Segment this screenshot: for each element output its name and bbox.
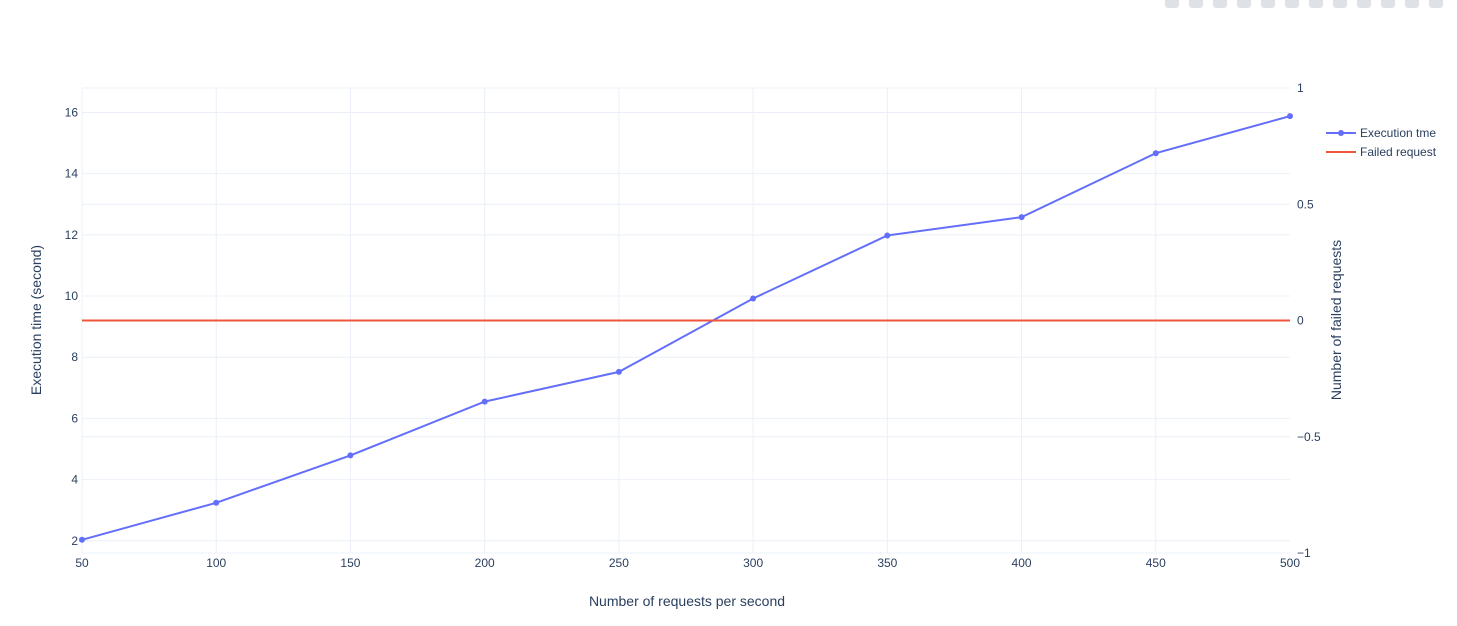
legend: Execution tme Failed request [1326, 126, 1437, 159]
zoom-out-icon[interactable] [1285, 0, 1299, 8]
hover-closest-icon[interactable] [1381, 0, 1395, 8]
axis-ticks: 50 100 150 200 250 300 350 400 450 50024681012141… [65, 81, 1321, 570]
data-point[interactable] [481, 398, 488, 405]
x-tick-label: 100 [206, 556, 226, 570]
data-point[interactable] [79, 536, 85, 543]
data-point[interactable] [1287, 113, 1293, 120]
legend-item-failed-request[interactable]: Failed request [1326, 145, 1437, 159]
data-point[interactable] [347, 452, 354, 459]
y2-axis-title: Number of failed requests [1328, 240, 1344, 400]
x-tick-label: 450 [1146, 556, 1166, 570]
data-point[interactable] [884, 232, 891, 239]
series-1-line [81, 115, 1291, 541]
zoom-in-icon[interactable] [1261, 0, 1275, 8]
x-tick-label: 250 [609, 556, 629, 570]
y-tick-label: 8 [71, 350, 78, 364]
x-tick-label: 500 [1280, 556, 1300, 570]
y2-tick-label: 1 [1297, 81, 1304, 95]
data-point[interactable] [615, 368, 622, 375]
x-axis-title: Number of requests per second [589, 593, 785, 609]
y-tick-label: 6 [71, 411, 78, 425]
y-tick-label: 2 [71, 534, 78, 548]
data-point[interactable] [750, 295, 757, 302]
x-tick-label: 400 [1012, 556, 1032, 570]
y-tick-label: 14 [65, 167, 79, 181]
plot-toolbar [1165, 0, 1443, 8]
legend-item-execution-time[interactable]: Execution tme [1326, 126, 1436, 140]
spike-lines-icon[interactable] [1357, 0, 1371, 8]
data-point[interactable] [1152, 150, 1159, 157]
data-point[interactable] [1018, 214, 1025, 221]
data-point[interactable] [213, 499, 220, 506]
y-tick-label: 4 [71, 473, 78, 487]
y-axis-title: Execution time (second) [28, 245, 44, 395]
x-tick-label: 50 [75, 556, 89, 570]
box-select-icon[interactable] [1213, 0, 1227, 8]
y2-tick-label: −1 [1297, 546, 1311, 560]
reset-axes-icon[interactable] [1333, 0, 1347, 8]
x-tick-label: 300 [743, 556, 763, 570]
y-tick-label: 16 [65, 105, 79, 119]
y2-tick-label: 0 [1297, 314, 1304, 328]
zoom-icon[interactable] [1165, 0, 1179, 8]
legend-label-failed-request: Failed request [1360, 145, 1437, 159]
plot-area[interactable] [79, 113, 1293, 543]
y-tick-label: 10 [65, 289, 79, 303]
y2-tick-label: 0.5 [1297, 197, 1314, 211]
legend-label-execution-time: Execution tme [1360, 126, 1436, 140]
x-tick-label: 150 [340, 556, 360, 570]
hover-compare-icon[interactable] [1405, 0, 1419, 8]
autoscale-icon[interactable] [1309, 0, 1323, 8]
y2-tick-label: −0.5 [1297, 430, 1321, 444]
pan-icon[interactable] [1189, 0, 1203, 8]
y-tick-label: 12 [65, 228, 79, 242]
x-tick-label: 350 [877, 556, 897, 570]
series-1 [79, 113, 1293, 543]
x-tick-label: 200 [475, 556, 495, 570]
lasso-icon[interactable] [1237, 0, 1251, 8]
plotly-logo-icon[interactable] [1429, 0, 1443, 8]
